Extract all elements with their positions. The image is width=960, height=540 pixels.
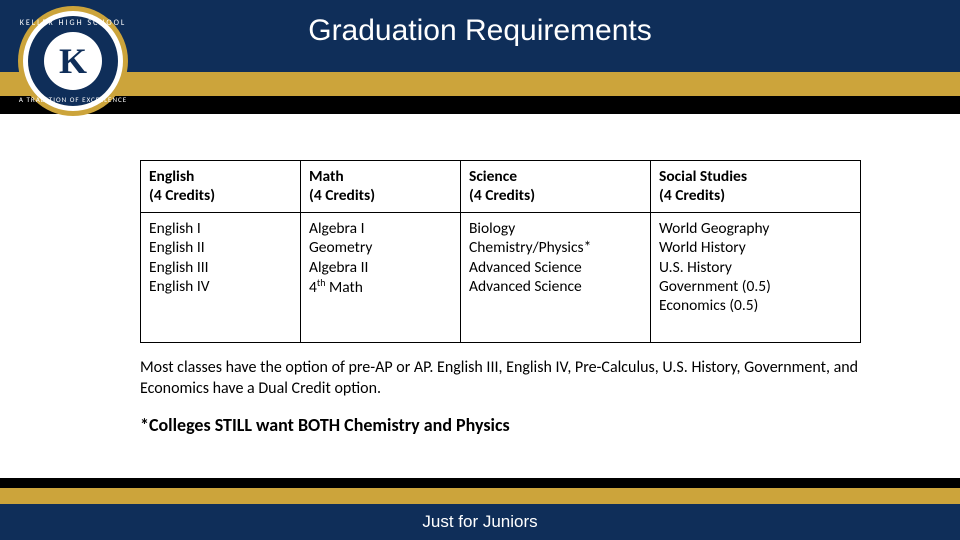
cell-math: Algebra I Geometry Algebra II 4th Math bbox=[301, 212, 461, 342]
cell-english: English I English II English III English… bbox=[141, 212, 301, 342]
requirements-table: English (4 Credits) Math (4 Credits) Sci… bbox=[140, 160, 860, 343]
footer-black-bar bbox=[0, 478, 960, 488]
footer-gold-bar bbox=[0, 488, 960, 504]
school-logo: KELLER HIGH SCHOOL A TRADITION OF EXCELL… bbox=[18, 6, 128, 116]
table-header-row: English (4 Credits) Math (4 Credits) Sci… bbox=[141, 161, 861, 213]
header-gold-bar bbox=[0, 72, 960, 96]
col-header-science: Science (4 Credits) bbox=[461, 161, 651, 213]
header-black-bar bbox=[0, 96, 960, 114]
note-colleges: *Colleges STILL want BOTH Chemistry and … bbox=[140, 414, 860, 436]
footer-navy-bar: Just for Juniors bbox=[0, 504, 960, 540]
col-header-english: English (4 Credits) bbox=[141, 161, 301, 213]
cell-social-studies: World Geography World History U.S. Histo… bbox=[651, 212, 861, 342]
page-title: Graduation Requirements bbox=[0, 14, 960, 48]
footer-text: Just for Juniors bbox=[422, 512, 537, 532]
table-body-row: English I English II English III English… bbox=[141, 212, 861, 342]
cell-science: Biology Chemistry/Physics* Advanced Scie… bbox=[461, 212, 651, 342]
col-header-social-studies: Social Studies (4 Credits) bbox=[651, 161, 861, 213]
note-options: Most classes have the option of pre-AP o… bbox=[140, 358, 860, 400]
slide: Graduation Requirements KELLER HIGH SCHO… bbox=[0, 0, 960, 540]
logo-letter: K bbox=[18, 6, 128, 116]
col-header-math: Math (4 Credits) bbox=[301, 161, 461, 213]
